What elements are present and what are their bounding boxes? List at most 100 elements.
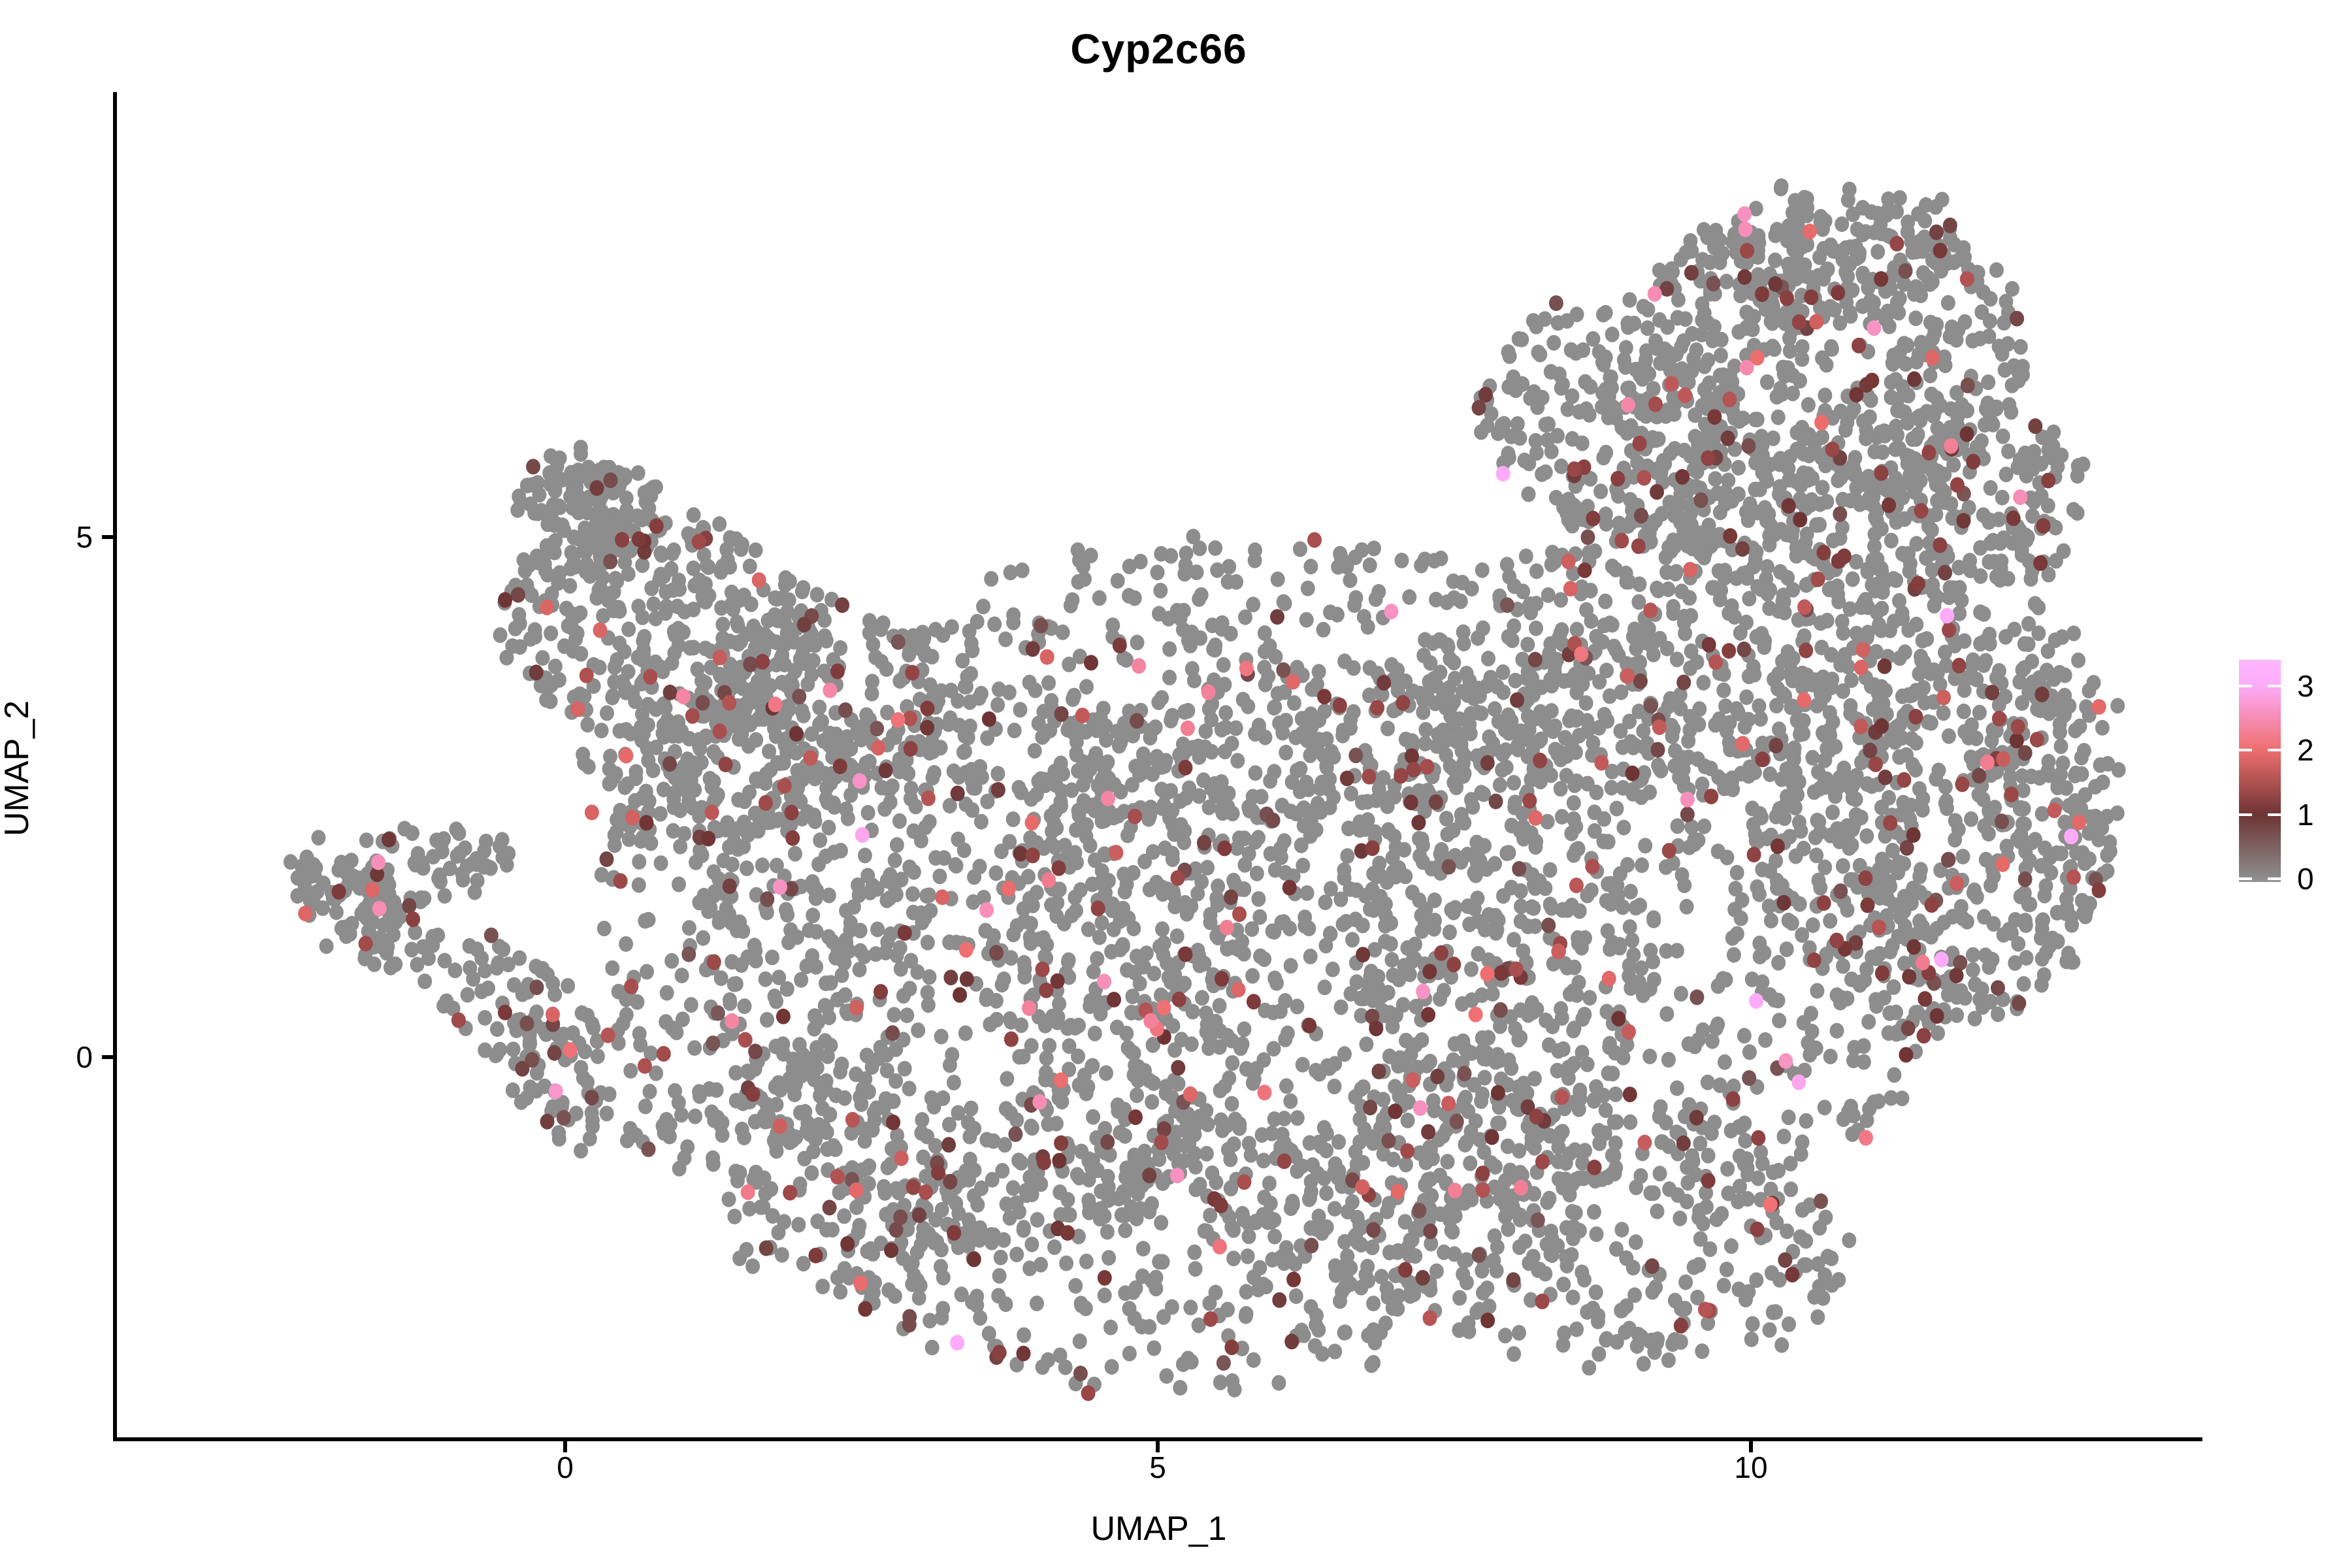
data-point (1639, 343, 1654, 359)
data-point (1845, 790, 1860, 806)
data-point (506, 1041, 521, 1058)
data-point (2070, 458, 2085, 474)
data-point (1878, 427, 1893, 444)
data-point (1086, 1109, 1101, 1125)
data-point (987, 616, 1002, 632)
data-point (290, 888, 305, 904)
data-point (1413, 848, 1428, 864)
data-point (962, 1128, 977, 1145)
data-point (1568, 744, 1583, 760)
data-point (1530, 399, 1545, 416)
data-point (1145, 1094, 1160, 1110)
data-point (1317, 979, 1332, 996)
data-point (1337, 1046, 1352, 1062)
data-point (1984, 877, 1998, 894)
data-point (1801, 397, 1816, 413)
data-point (1748, 482, 1763, 498)
data-point (1356, 1079, 1371, 1095)
data-point (653, 806, 668, 822)
data-point (1900, 415, 1915, 431)
data-point (1164, 712, 1179, 728)
data-point (1940, 295, 1955, 311)
data-point (1063, 1017, 1078, 1034)
data-point (1824, 647, 1838, 663)
data-point (1752, 936, 1767, 951)
data-point (1464, 1045, 1479, 1061)
data-point (1341, 821, 1356, 836)
data-point (1024, 1037, 1039, 1054)
data-point (1999, 466, 2014, 483)
data-point (1203, 1207, 1218, 1224)
data-point (1973, 540, 1988, 556)
data-point (1964, 717, 1979, 733)
data-point (1460, 847, 1475, 862)
data-point (1897, 918, 1912, 934)
data-point (1972, 704, 1987, 721)
data-point (676, 759, 691, 775)
data-point (535, 650, 550, 666)
data-point (908, 798, 923, 815)
points-layer (283, 178, 2126, 1401)
data-point (1952, 605, 1967, 621)
data-point (1774, 178, 1789, 194)
data-point (1824, 341, 1839, 357)
data-point (1457, 815, 1472, 831)
data-point (1527, 880, 1543, 896)
data-point (837, 955, 852, 971)
data-point (1788, 848, 1803, 864)
data-point (574, 645, 589, 662)
data-point (1623, 883, 1638, 900)
data-point (628, 693, 643, 710)
data-point (1910, 1005, 1925, 1021)
data-point (603, 525, 618, 541)
data-point (1553, 781, 1568, 797)
data-point (951, 1105, 966, 1121)
data-point (1855, 298, 1870, 314)
data-point (483, 860, 498, 876)
data-point (1023, 830, 1038, 846)
data-point (1859, 1112, 1874, 1128)
data-point (655, 1118, 670, 1134)
data-point (1973, 604, 1988, 621)
data-point (1586, 1092, 1601, 1108)
data-point (942, 1117, 956, 1133)
data-point (1005, 811, 1021, 827)
data-point (283, 854, 298, 870)
data-point (746, 681, 761, 696)
data-point (976, 890, 991, 906)
data-point (1293, 760, 1308, 777)
data-point (1188, 1158, 1203, 1175)
data-point (730, 923, 744, 939)
data-point (580, 1007, 595, 1024)
data-point (2086, 675, 2101, 691)
data-point (563, 578, 578, 594)
data-point (1818, 387, 1833, 404)
data-point (617, 554, 632, 570)
data-point (973, 813, 988, 830)
data-point (677, 604, 692, 620)
data-point (1931, 1025, 1945, 1041)
data-point (1999, 838, 2014, 855)
data-point (373, 930, 388, 946)
data-point (1883, 943, 1898, 960)
data-point (1696, 674, 1711, 691)
data-point (410, 956, 425, 973)
data-point (1834, 247, 1849, 263)
data-point (1113, 941, 1128, 958)
data-point (1168, 898, 1183, 915)
data-point (1981, 374, 1996, 391)
data-point (1997, 362, 2012, 378)
data-point (1159, 955, 1174, 971)
data-point (1531, 344, 1546, 361)
data-point (623, 1062, 638, 1079)
data-point (1184, 661, 1200, 677)
data-point (942, 1057, 957, 1073)
data-point (1683, 448, 1698, 464)
data-point (2062, 798, 2077, 814)
data-point (547, 659, 563, 674)
data-point (1267, 700, 1282, 716)
data-point (1790, 218, 1805, 234)
data-point (1755, 1155, 1770, 1171)
data-point (957, 743, 972, 759)
data-point (1433, 990, 1447, 1007)
